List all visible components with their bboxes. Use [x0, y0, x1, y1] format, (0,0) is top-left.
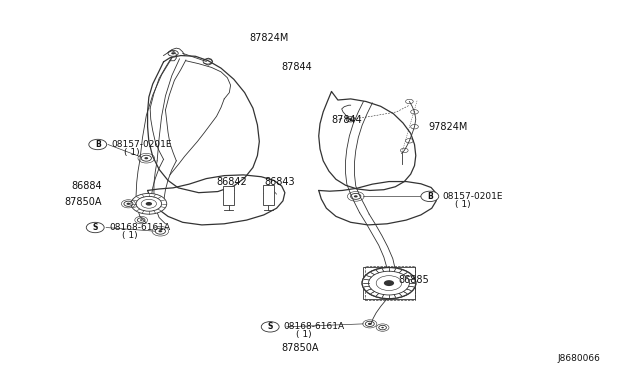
- Circle shape: [362, 267, 416, 299]
- Circle shape: [381, 327, 384, 328]
- Circle shape: [384, 280, 394, 286]
- Text: 87844: 87844: [332, 115, 362, 125]
- Circle shape: [362, 267, 416, 299]
- Circle shape: [384, 280, 394, 286]
- Circle shape: [368, 323, 372, 325]
- Text: 86843: 86843: [264, 177, 295, 187]
- Circle shape: [131, 193, 167, 214]
- Circle shape: [421, 191, 439, 202]
- Text: S: S: [93, 223, 98, 232]
- Text: ( 1): ( 1): [124, 148, 140, 157]
- Text: S: S: [268, 322, 273, 331]
- Text: 86884: 86884: [71, 181, 102, 191]
- Bar: [262, 185, 274, 205]
- Bar: [365, 266, 415, 300]
- Text: ( 1): ( 1): [456, 200, 471, 209]
- Circle shape: [261, 322, 279, 332]
- Text: ( 1): ( 1): [296, 330, 311, 340]
- Text: 08168-6161A: 08168-6161A: [109, 223, 170, 232]
- Text: 87850A: 87850A: [65, 196, 102, 206]
- Circle shape: [354, 195, 358, 198]
- Text: ( 1): ( 1): [122, 231, 138, 240]
- Text: 87844: 87844: [282, 62, 312, 73]
- Circle shape: [145, 157, 148, 159]
- Text: 97824M: 97824M: [429, 122, 468, 132]
- Text: J8680066: J8680066: [557, 354, 600, 363]
- Circle shape: [349, 118, 353, 121]
- Text: 87850A: 87850A: [282, 343, 319, 353]
- Circle shape: [140, 219, 143, 221]
- Text: 87824M: 87824M: [250, 33, 289, 43]
- Text: 86885: 86885: [398, 275, 429, 285]
- Bar: [223, 186, 234, 205]
- Circle shape: [86, 222, 104, 233]
- Text: 08157-0201E: 08157-0201E: [443, 192, 503, 201]
- Text: 08168-6161A: 08168-6161A: [283, 322, 344, 331]
- Text: 86842: 86842: [216, 177, 247, 187]
- Circle shape: [146, 202, 152, 206]
- Text: B: B: [95, 140, 100, 149]
- Circle shape: [159, 230, 163, 232]
- Circle shape: [172, 52, 175, 54]
- Text: 08157-0201E: 08157-0201E: [111, 140, 172, 149]
- Circle shape: [89, 139, 107, 150]
- Bar: [364, 267, 415, 299]
- Circle shape: [127, 203, 131, 205]
- Text: B: B: [427, 192, 433, 201]
